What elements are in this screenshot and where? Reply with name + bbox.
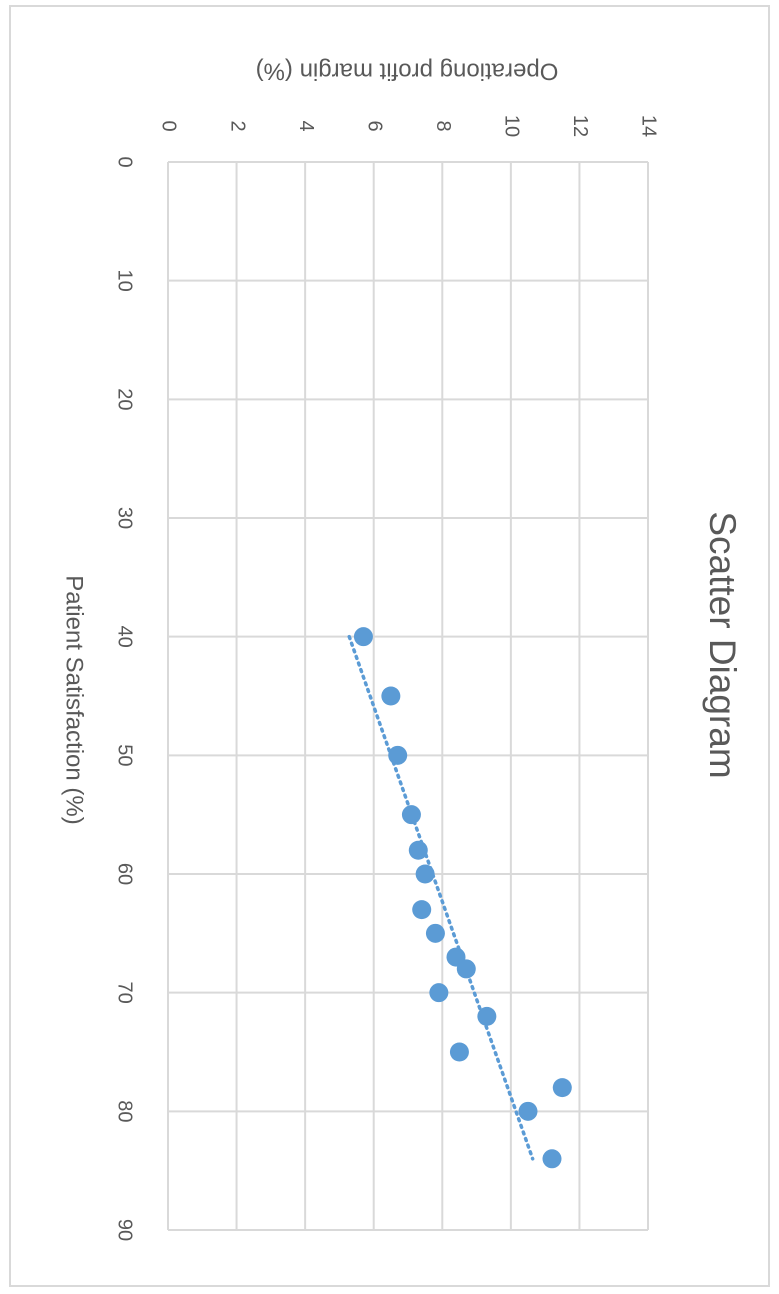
x-tick-label: 40	[114, 626, 136, 648]
y-axis-title: Operationg profit margin (%)	[256, 58, 559, 85]
x-axis-title: Patient Satisfaction (%)	[61, 575, 88, 824]
x-tick-label: 90	[114, 1219, 136, 1241]
x-tick-label: 0	[114, 156, 136, 167]
grid	[167, 161, 649, 1231]
y-tick-label: 8	[432, 120, 454, 131]
y-tick-label: 2	[226, 120, 248, 131]
tick-labels: 0 10 20 30 40 50 60 70 80 90 0 2 4 6 8 10 12 14	[114, 115, 660, 1241]
data-point	[456, 959, 476, 979]
x-tick-label: 80	[114, 1100, 136, 1122]
data-point	[429, 983, 449, 1003]
data-point	[425, 923, 445, 943]
x-tick-label: 70	[114, 982, 136, 1004]
data-point	[408, 840, 428, 860]
data-points	[353, 627, 572, 1169]
data-point	[518, 1101, 538, 1121]
chart-title: Scatter Diagram	[702, 511, 743, 778]
x-tick-label: 10	[114, 270, 136, 292]
data-point	[353, 627, 373, 647]
data-point	[415, 864, 435, 884]
data-point	[388, 745, 408, 765]
y-tick-label: 6	[363, 120, 385, 131]
y-tick-label: 10	[501, 115, 523, 137]
trendline	[347, 634, 535, 1161]
x-tick-label: 30	[114, 507, 136, 529]
y-tick-label: 12	[569, 115, 591, 137]
data-point	[477, 1006, 497, 1026]
x-tick-label: 20	[114, 388, 136, 410]
y-tick-label: 0	[158, 120, 180, 131]
x-tick-label: 60	[114, 863, 136, 885]
chart-frame	[9, 5, 770, 1287]
data-point	[381, 686, 401, 706]
data-point	[449, 1042, 469, 1062]
x-tick-label: 50	[114, 744, 136, 766]
data-point	[552, 1078, 572, 1098]
data-point	[401, 805, 421, 825]
y-tick-label: 14	[638, 115, 660, 137]
y-tick-label: 4	[295, 120, 317, 131]
data-point	[412, 900, 432, 920]
data-point	[542, 1149, 562, 1169]
